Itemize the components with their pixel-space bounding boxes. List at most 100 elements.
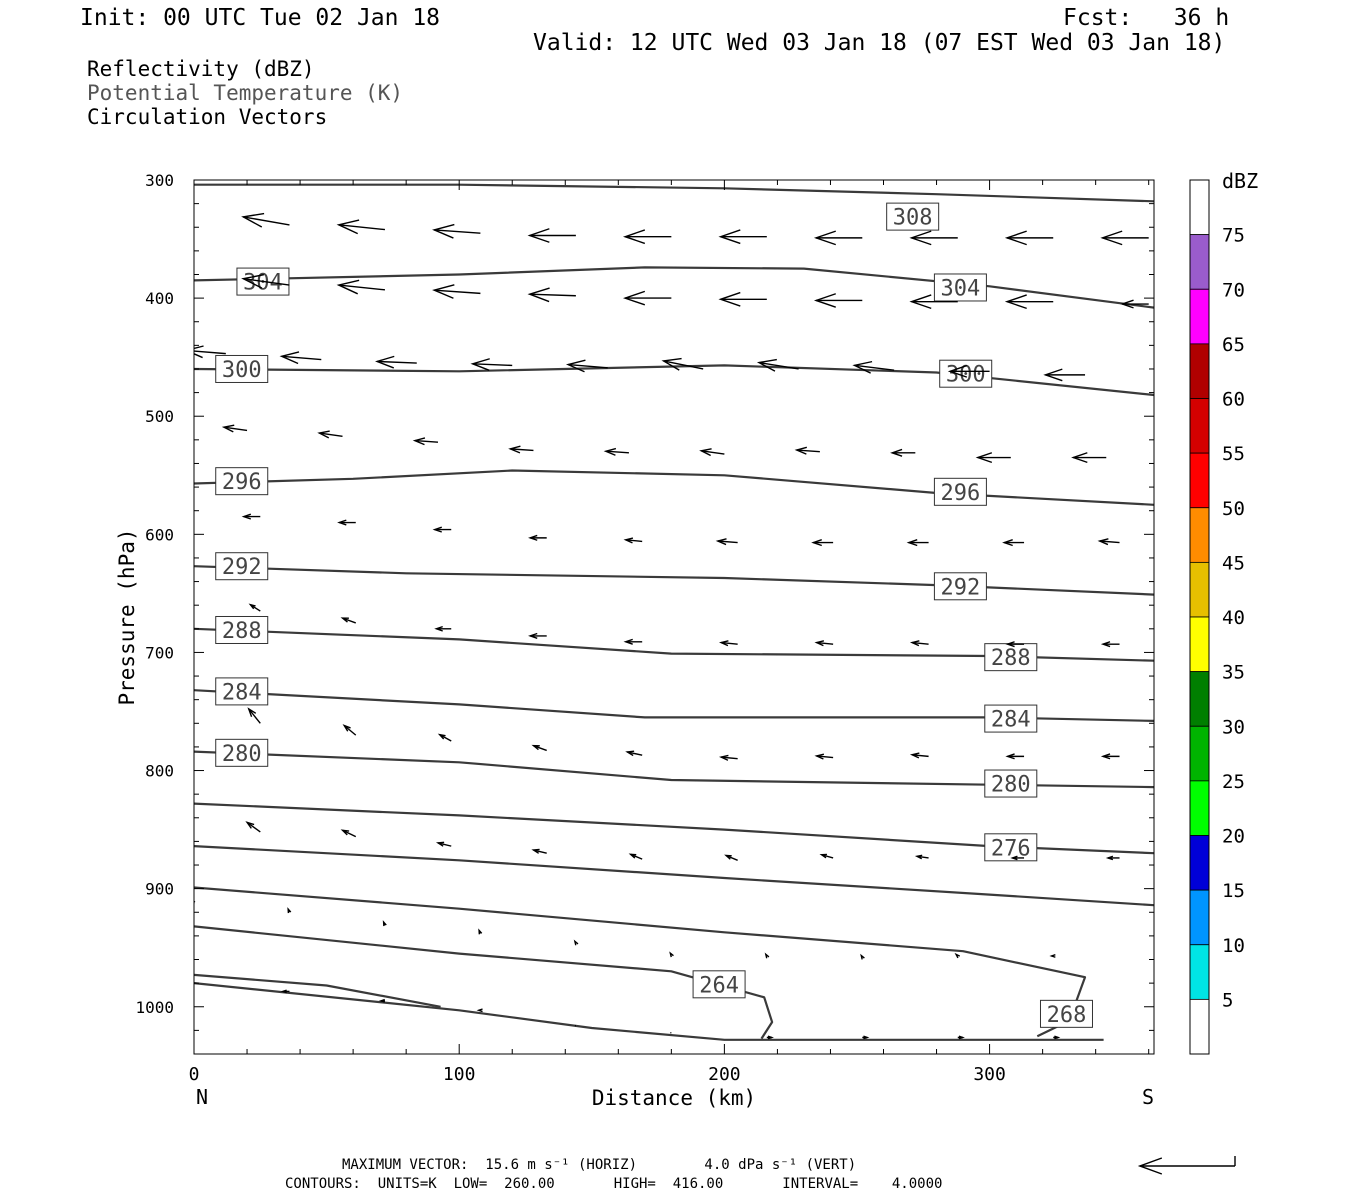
- circulation-vector-55: [528, 632, 547, 639]
- colorbar-label-30: 30: [1222, 716, 1245, 738]
- contours-note: CONTOURS: UNITS=K LOW= 260.00 HIGH= 416.…: [285, 1176, 943, 1192]
- circulation-vector-16: [622, 290, 672, 306]
- circulation-vector-44: [432, 526, 452, 533]
- circulation-vector-77: [724, 854, 738, 861]
- circulation-vector-71: [1100, 753, 1120, 760]
- contour-label-284-0: 284: [215, 677, 269, 706]
- circulation-vector-72: [245, 821, 261, 833]
- circulation-vector-61: [1100, 641, 1120, 648]
- colorbar-band-55: [1189, 398, 1210, 454]
- circulation-vector-99: [957, 1035, 965, 1040]
- colorbar-label-65: 65: [1222, 334, 1245, 356]
- circulation-vector-11: [194, 280, 195, 282]
- circulation-vector-60: [1005, 641, 1025, 648]
- circulation-vector-94: [476, 1008, 483, 1013]
- theta-contour-304-1: [194, 266, 1154, 309]
- contour-label-292-1: 292: [933, 572, 987, 601]
- circulation-vector-59: [909, 640, 929, 647]
- theta-contour-280-7: [194, 750, 1154, 789]
- circulation-vector-92: [280, 989, 290, 994]
- circulation-vector-78: [819, 853, 834, 859]
- circulation-vector-43: [337, 519, 356, 526]
- forecast-hour: Fcst: 36 h: [1063, 5, 1230, 31]
- axes: 300 400 500 600 700 800 900 1000 0 100 200 300 N S Dis…: [115, 171, 1154, 1110]
- colorbar-band-40: [1189, 561, 1210, 618]
- y-tick-800: 800: [145, 762, 174, 781]
- circulation-vector-91: [1049, 954, 1056, 958]
- colorbar-band-60: [1189, 343, 1210, 399]
- circulation-vector-21: [1120, 299, 1149, 309]
- circulation-vector-6: [718, 229, 767, 245]
- colorbar-title: dBZ: [1222, 169, 1258, 193]
- circulation-vector-2: [336, 219, 386, 235]
- circulation-vector-9: [1004, 230, 1054, 246]
- circulation-vector-54: [434, 625, 452, 632]
- colorbar-label-15: 15: [1222, 880, 1245, 902]
- circulation-vector-27: [661, 357, 704, 371]
- plot-frame: [193, 179, 1155, 1055]
- circulation-vector-7: [813, 230, 863, 246]
- contour-label-280-1: 280: [984, 769, 1038, 798]
- circulation-vector-12: [241, 274, 290, 289]
- colorbar-band-65: [1189, 288, 1210, 345]
- contour-label-288-1: 288: [984, 643, 1038, 672]
- theta-contour-288-5: [194, 627, 1154, 662]
- y-axis-label: Pressure (hPa): [115, 528, 139, 705]
- circulation-vector-98: [862, 1035, 870, 1040]
- circulation-vector-18: [813, 293, 863, 308]
- ref-vector-head: [1137, 1157, 1163, 1175]
- circulation-vector-46: [623, 537, 643, 544]
- colorbar-label-35: 35: [1222, 662, 1245, 684]
- contour-label-296-1: 296: [933, 477, 987, 506]
- max-vector-note: MAXIMUM VECTOR: 15.6 m s⁻¹ (HORIZ) 4.0 d…: [342, 1157, 857, 1173]
- circulation-vector-50: [1002, 539, 1025, 547]
- circulation-vector-74: [435, 841, 452, 847]
- y-tick-600: 600: [145, 525, 174, 544]
- svg-text:292: 292: [222, 555, 262, 580]
- circulation-vector-4: [527, 228, 576, 243]
- circulation-vector-58: [814, 640, 834, 647]
- x-end-label-right: S: [1142, 1085, 1154, 1109]
- svg-text:300: 300: [946, 363, 986, 388]
- colorbar-band-35: [1189, 616, 1210, 673]
- colorbar-label-10: 10: [1222, 935, 1245, 957]
- colorbar-band-45: [1189, 507, 1210, 563]
- circulation-vector-69: [909, 752, 929, 759]
- contour-label-284-1: 284: [984, 704, 1038, 733]
- colorbar-label-70: 70: [1222, 279, 1245, 301]
- circulation-vector-89: [860, 953, 865, 960]
- circulation-vector-56: [623, 638, 643, 645]
- colorbar-label-25: 25: [1222, 771, 1245, 793]
- circulation-vector-52: [248, 603, 261, 612]
- theta-contour-260-13: [194, 982, 1104, 1041]
- colorbar-label-50: 50: [1222, 498, 1245, 520]
- legend-circulation: Circulation Vectors: [87, 105, 328, 129]
- colorbar-band-10: [1189, 889, 1210, 946]
- y-tick-300: 300: [145, 171, 174, 190]
- x-tick-200: 200: [708, 1064, 741, 1085]
- colorbar-label-75: 75: [1222, 225, 1245, 247]
- circulation-vector-23: [279, 351, 322, 365]
- theta-contour-260-12: [194, 973, 441, 1008]
- theta-contour-308-0: [194, 183, 1154, 203]
- circulation-vector-8: [909, 230, 958, 246]
- circulation-vector-97: [766, 1035, 774, 1040]
- circulation-vector-41: [1071, 452, 1107, 464]
- colorbar-band-5: [1189, 944, 1210, 1000]
- valid-time: Valid: 12 UTC Wed 03 Jan 18 (07 EST Wed …: [533, 30, 1226, 56]
- colorbar-label-60: 60: [1222, 389, 1245, 411]
- svg-text:304: 304: [941, 276, 981, 301]
- circulation-vector-88: [764, 952, 770, 959]
- circulation-vector-45: [528, 534, 547, 541]
- x-tick-100: 100: [443, 1064, 476, 1085]
- circulation-vector-66: [625, 750, 643, 757]
- theta-contour-296-3: [194, 469, 1154, 506]
- svg-text:280: 280: [222, 742, 262, 767]
- circulation-vector-47: [715, 538, 738, 546]
- circulation-vector-62: [247, 707, 261, 724]
- circulation-vector-63: [342, 724, 357, 736]
- x-end-label-left: N: [196, 1085, 208, 1109]
- circulation-vector-80: [1010, 855, 1025, 861]
- circulation-vector-65: [531, 744, 547, 752]
- circulation-vector-85: [478, 928, 483, 935]
